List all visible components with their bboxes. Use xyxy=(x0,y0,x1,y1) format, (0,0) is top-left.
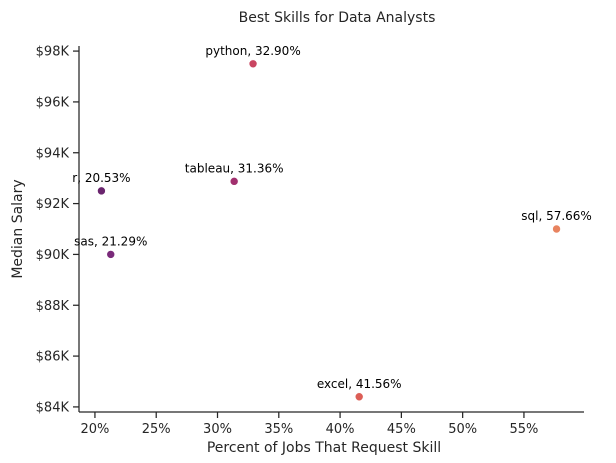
x-tick-label: 55% xyxy=(509,422,538,437)
x-axis-label: Percent of Jobs That Request Skill xyxy=(207,440,441,456)
point-label: excel, 41.56% xyxy=(317,377,402,391)
x-axis-ticks: 20% 25% 30% 35% 40% 45% 50% 55% xyxy=(80,412,538,437)
x-tick-label: 30% xyxy=(203,422,232,437)
x-tick-label: 35% xyxy=(264,422,293,437)
point-label: sql, 57.66% xyxy=(521,209,592,223)
y-tick-label: $86K xyxy=(36,350,70,365)
y-tick-label: $96K xyxy=(36,95,70,110)
point-label: python, 32.90% xyxy=(205,44,300,58)
y-tick-label: $98K xyxy=(36,45,70,60)
point-labels: sql, 57.66% excel, 41.56% python, 32.90% ta… xyxy=(72,44,592,391)
data-point xyxy=(248,59,258,69)
x-tick-label: 20% xyxy=(80,422,109,437)
data-point xyxy=(229,177,239,186)
y-tick-label: $92K xyxy=(36,197,70,212)
data-point xyxy=(354,392,364,402)
x-tick-label: 45% xyxy=(387,422,416,437)
point-label: tableau, 31.36% xyxy=(185,161,284,175)
data-point xyxy=(97,186,106,196)
data-point xyxy=(106,250,116,259)
x-tick-label: 25% xyxy=(142,422,171,437)
y-tick-label: $84K xyxy=(36,400,70,415)
y-tick-label: $94K xyxy=(36,146,70,161)
y-axis-ticks: $84K $86K $88K $90K $92K $94K $96K $98K xyxy=(36,45,79,415)
y-tick-label: $90K xyxy=(36,248,70,263)
point-label: sas, 21.29% xyxy=(74,234,147,248)
y-axis-label: Median Salary xyxy=(10,179,26,278)
x-tick-label: 50% xyxy=(448,422,477,437)
y-tick-label: $88K xyxy=(36,299,70,314)
x-tick-label: 40% xyxy=(326,422,355,437)
point-label: r, 20.53% xyxy=(72,171,130,185)
data-point xyxy=(552,224,561,234)
chart-title: Best Skills for Data Analysts xyxy=(239,10,436,26)
data-points xyxy=(97,59,561,402)
